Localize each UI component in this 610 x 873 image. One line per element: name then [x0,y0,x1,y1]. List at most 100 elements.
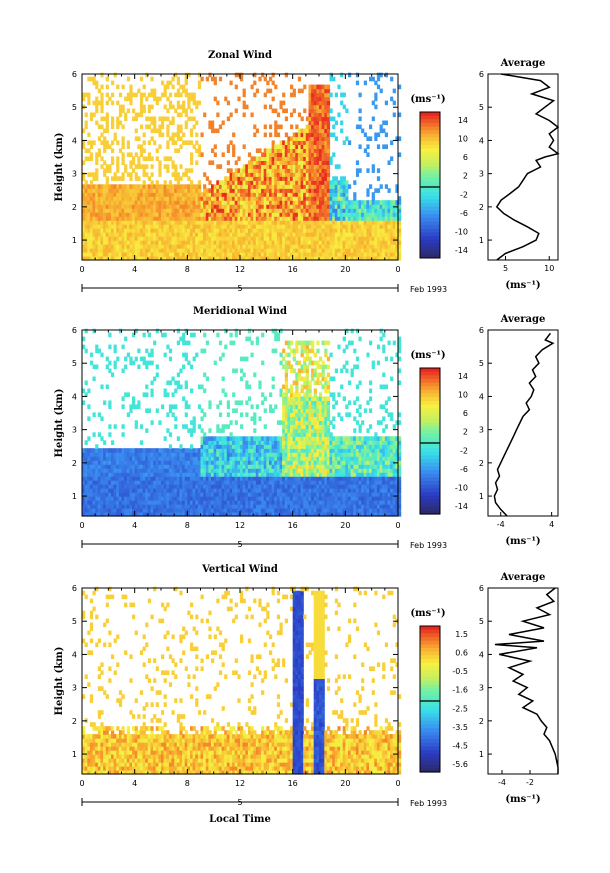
heatmap-cell [237,256,241,261]
heatmap-cell [179,136,183,141]
heatmap-cell [158,476,162,481]
heatmap-cell [279,220,283,225]
heatmap-cell [171,240,175,245]
heatmap-cell [300,248,304,253]
heatmap-cell [126,476,130,481]
heatmap-cell [319,256,323,261]
heatmap-cell [121,432,125,437]
heatmap-cell [176,236,180,241]
heatmap-cell [237,492,241,497]
heatmap-cell [292,204,296,209]
heatmap-cell [134,196,138,201]
heatmap-cell [161,204,165,209]
heatmap-cell [163,236,167,241]
heatmap-cell [111,188,115,193]
heatmap-cell [139,192,144,197]
heatmap-cell [321,160,325,165]
heatmap-cell [250,244,254,249]
heatmap-cell [245,164,249,169]
heatmap-cell [218,184,223,189]
heatmap-cell [303,232,307,237]
heatmap-cell [197,476,202,481]
heatmap-cell [395,216,399,221]
heatmap-cell [132,224,136,229]
heatmap-cell [105,196,109,201]
heatmap-cell [155,472,159,477]
heatmap-cell [224,480,228,485]
heatmap-cell [234,184,238,189]
heatmap-cell [240,436,244,441]
heatmap-cell [348,208,352,213]
heatmap-cell [134,468,138,473]
heatmap-cell [153,196,157,201]
heatmap-cell [326,248,331,253]
heatmap-cell [213,236,217,241]
heatmap-cell [326,216,331,221]
heatmap-cell [192,424,196,429]
heatmap-cell [226,252,230,257]
heatmap-cell [113,236,117,241]
heatmap-cell [176,480,180,485]
heatmap-cell [229,256,233,261]
heatmap-cell [182,492,186,497]
heatmap-cell [311,228,315,233]
heatmap-cell [355,252,360,257]
heatmap-cell [84,92,88,98]
heatmap-cell [161,248,165,253]
heatmap-cell [150,484,154,489]
heatmap-cell [89,464,94,469]
heatmap-cell [308,92,312,98]
heatmap-cell [218,340,223,346]
heatmap-cell [321,252,325,257]
heatmap-cell [321,164,325,169]
heatmap-cell [308,192,312,197]
heatmap-cell [329,240,333,245]
heatmap-cell [200,204,204,209]
heatmap-cell [203,184,207,189]
heatmap-cell [232,188,236,193]
heatmap-cell [153,248,157,253]
heatmap-cell [326,100,331,106]
heatmap-cell [145,256,149,261]
heatmap-cell [258,220,262,225]
heatmap-cell [111,176,115,181]
heatmap-cell [139,112,144,118]
heatmap-cell [329,208,333,213]
heatmap-cell [95,444,99,449]
heatmap-cell [163,204,167,209]
heatmap-cell [374,220,378,225]
heatmap-cell [295,216,299,221]
heatmap-cell [166,504,170,509]
heatmap-cell [255,456,259,461]
heatmap-cell [179,508,183,513]
heatmap-cell [242,464,246,469]
heatmap-cell [218,232,223,237]
heatmap-cell [158,452,162,457]
heatmap-cell [142,220,146,225]
heatmap-cell [179,204,183,209]
heatmap-cell [232,216,236,221]
heatmap-cell [174,108,178,114]
heatmap-cell [200,460,204,465]
heatmap-cell [313,188,317,193]
heatmap-cell [213,228,217,233]
heatmap-cell [108,512,112,517]
heatmap-cell [176,204,180,209]
heatmap-cell [161,332,165,338]
heatmap-cell [171,136,175,141]
heatmap-cell [142,460,146,465]
heatmap-cell [334,220,338,225]
heatmap-cell [234,256,238,261]
heatmap-cell [103,244,107,249]
heatmap-cell [147,252,151,257]
heatmap-cell [108,344,112,350]
heatmap-cell [321,84,325,90]
heatmap-cell [205,488,209,493]
heatmap-cell [82,140,86,145]
heatmap-cell [139,480,144,485]
heatmap-cell [158,484,162,489]
heatmap-cell [342,180,346,185]
heatmap-cell [376,220,381,225]
heatmap-cell [108,368,112,374]
heatmap-cell [242,460,246,465]
